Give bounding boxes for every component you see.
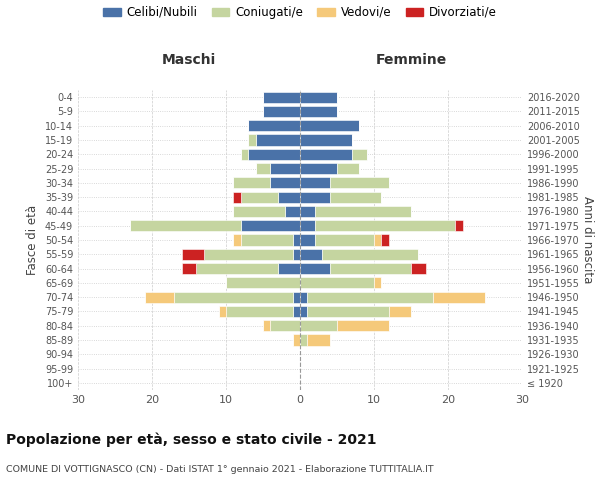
Bar <box>433 292 485 302</box>
Bar <box>248 120 300 132</box>
Bar <box>300 92 337 102</box>
Bar <box>271 178 300 188</box>
Bar <box>293 306 300 317</box>
Bar <box>300 234 315 246</box>
Bar <box>337 163 359 174</box>
Bar <box>329 178 389 188</box>
Bar <box>256 134 300 145</box>
Bar <box>300 148 352 160</box>
Bar <box>218 306 226 317</box>
Bar <box>300 134 352 145</box>
Bar <box>455 220 463 232</box>
Bar <box>271 163 300 174</box>
Bar <box>263 106 300 117</box>
Bar <box>300 334 307 345</box>
Bar <box>233 234 241 246</box>
Text: Popolazione per età, sesso e stato civile - 2021: Popolazione per età, sesso e stato civil… <box>6 432 377 447</box>
Bar <box>307 306 389 317</box>
Text: Maschi: Maschi <box>162 54 216 68</box>
Bar <box>374 278 382 288</box>
Y-axis label: Anni di nascita: Anni di nascita <box>581 196 593 284</box>
Bar <box>182 248 204 260</box>
Bar <box>241 220 300 232</box>
Bar <box>293 334 300 345</box>
Bar <box>300 292 307 302</box>
Bar <box>263 92 300 102</box>
Bar <box>315 234 374 246</box>
Bar <box>241 148 248 160</box>
Bar <box>130 220 241 232</box>
Bar <box>145 292 174 302</box>
Bar <box>233 178 271 188</box>
Bar <box>300 278 374 288</box>
Y-axis label: Fasce di età: Fasce di età <box>26 205 39 275</box>
Bar <box>300 106 337 117</box>
Bar <box>293 234 300 246</box>
Text: COMUNE DI VOTTIGNASCO (CN) - Dati ISTAT 1° gennaio 2021 - Elaborazione TUTTITALI: COMUNE DI VOTTIGNASCO (CN) - Dati ISTAT … <box>6 465 434 474</box>
Bar <box>256 163 271 174</box>
Bar <box>300 163 337 174</box>
Bar <box>241 234 293 246</box>
Bar <box>382 234 389 246</box>
Bar <box>374 234 382 246</box>
Bar <box>285 206 300 217</box>
Bar <box>300 192 329 202</box>
Bar <box>233 206 285 217</box>
Bar <box>293 248 300 260</box>
Bar <box>263 320 271 332</box>
Bar <box>389 306 411 317</box>
Bar <box>293 292 300 302</box>
Bar <box>226 306 293 317</box>
Bar <box>196 263 278 274</box>
Bar <box>248 134 256 145</box>
Legend: Celibi/Nubili, Coniugati/e, Vedovi/e, Divorziati/e: Celibi/Nubili, Coniugati/e, Vedovi/e, Di… <box>103 6 497 19</box>
Bar <box>300 306 307 317</box>
Bar <box>174 292 293 302</box>
Bar <box>182 263 196 274</box>
Bar <box>300 120 359 132</box>
Bar <box>337 320 389 332</box>
Bar <box>315 206 411 217</box>
Bar <box>300 263 329 274</box>
Bar <box>300 206 315 217</box>
Text: Femmine: Femmine <box>376 54 446 68</box>
Bar <box>411 263 426 274</box>
Bar <box>322 248 418 260</box>
Bar <box>352 148 367 160</box>
Bar <box>315 220 455 232</box>
Bar <box>233 192 241 202</box>
Bar <box>329 192 382 202</box>
Bar <box>300 248 322 260</box>
Bar <box>300 320 337 332</box>
Bar <box>226 278 300 288</box>
Bar <box>300 178 329 188</box>
Bar <box>307 292 433 302</box>
Bar <box>300 220 315 232</box>
Bar <box>248 148 300 160</box>
Bar <box>278 263 300 274</box>
Bar <box>329 263 411 274</box>
Bar <box>307 334 329 345</box>
Bar <box>204 248 293 260</box>
Bar <box>278 192 300 202</box>
Bar <box>271 320 300 332</box>
Bar <box>241 192 278 202</box>
